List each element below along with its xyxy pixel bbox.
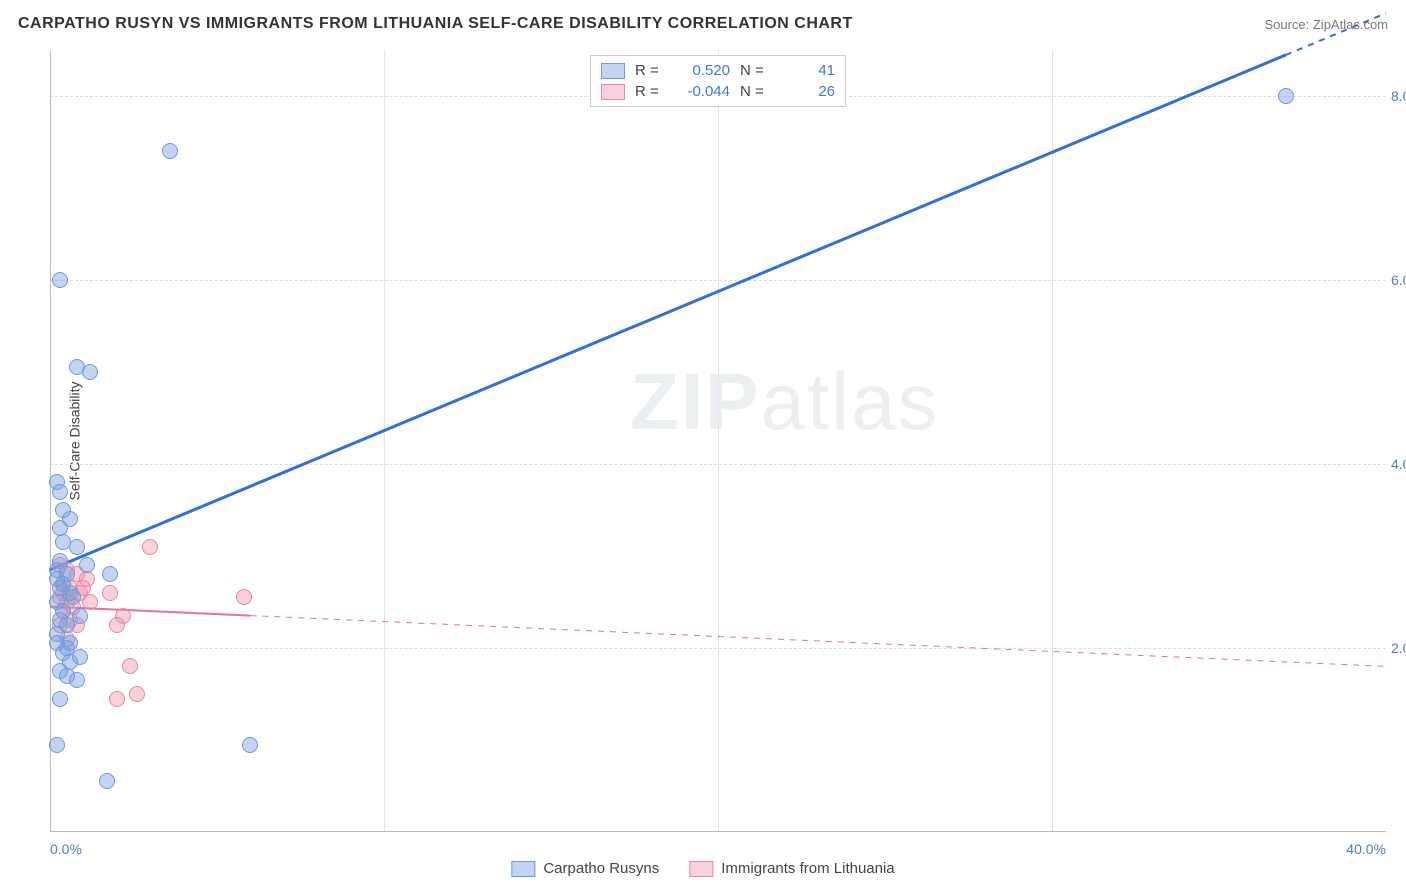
data-point-a xyxy=(99,773,115,789)
swatch-b-icon xyxy=(689,861,713,877)
swatch-series-a xyxy=(601,63,625,79)
data-point-a xyxy=(69,539,85,555)
swatch-a-icon xyxy=(511,861,535,877)
data-point-a xyxy=(49,737,65,753)
data-point-a xyxy=(1278,88,1294,104)
trend-dashed-b xyxy=(250,616,1386,667)
data-point-b xyxy=(102,585,118,601)
legend-row-a: R = 0.520 N = 41 xyxy=(601,60,835,81)
ytick-label: 6.0% xyxy=(1391,272,1406,288)
legend-label-a: Carpatho Rusyns xyxy=(543,860,659,877)
data-point-a xyxy=(162,143,178,159)
ytick-label: 2.0% xyxy=(1391,640,1406,656)
legend-item-b: Immigrants from Lithuania xyxy=(689,860,894,877)
chart-title: CARPATHO RUSYN VS IMMIGRANTS FROM LITHUA… xyxy=(18,15,853,33)
data-point-b xyxy=(236,589,252,605)
trend-solid-a xyxy=(50,55,1286,570)
data-point-a xyxy=(49,571,65,587)
data-point-b xyxy=(122,658,138,674)
data-point-a xyxy=(72,649,88,665)
data-point-b xyxy=(129,686,145,702)
data-point-b xyxy=(82,594,98,610)
xtick-label: 40.0% xyxy=(1346,841,1386,857)
data-point-a xyxy=(52,484,68,500)
data-point-a xyxy=(69,672,85,688)
xtick-label: 0.0% xyxy=(50,841,82,857)
data-point-a xyxy=(242,737,258,753)
series-legend: Carpatho Rusyns Immigrants from Lithuani… xyxy=(511,860,894,877)
plot-area: Self-Care Disability ZIPatlas R = 0.520 … xyxy=(50,50,1386,832)
data-point-a xyxy=(62,635,78,651)
data-point-a xyxy=(52,520,68,536)
data-point-a xyxy=(52,272,68,288)
data-point-a xyxy=(65,589,81,605)
legend-label-b: Immigrants from Lithuania xyxy=(721,860,894,877)
data-point-b xyxy=(142,539,158,555)
data-point-a xyxy=(102,566,118,582)
trend-lines-layer xyxy=(50,50,1386,832)
data-point-b xyxy=(109,691,125,707)
chart-source: Source: ZipAtlas.com xyxy=(1264,17,1388,32)
swatch-series-b xyxy=(601,84,625,100)
data-point-a xyxy=(69,359,85,375)
legend-item-a: Carpatho Rusyns xyxy=(511,860,659,877)
chart-header: CARPATHO RUSYN VS IMMIGRANTS FROM LITHUA… xyxy=(18,15,1388,33)
data-point-a xyxy=(79,557,95,573)
ytick-label: 8.0% xyxy=(1391,88,1406,104)
ytick-label: 4.0% xyxy=(1391,456,1406,472)
data-point-a xyxy=(55,502,71,518)
data-point-b xyxy=(109,617,125,633)
data-point-a xyxy=(72,608,88,624)
legend-row-b: R = -0.044 N = 26 xyxy=(601,81,835,102)
data-point-a xyxy=(52,691,68,707)
correlation-legend: R = 0.520 N = 41 R = -0.044 N = 26 xyxy=(590,55,846,107)
